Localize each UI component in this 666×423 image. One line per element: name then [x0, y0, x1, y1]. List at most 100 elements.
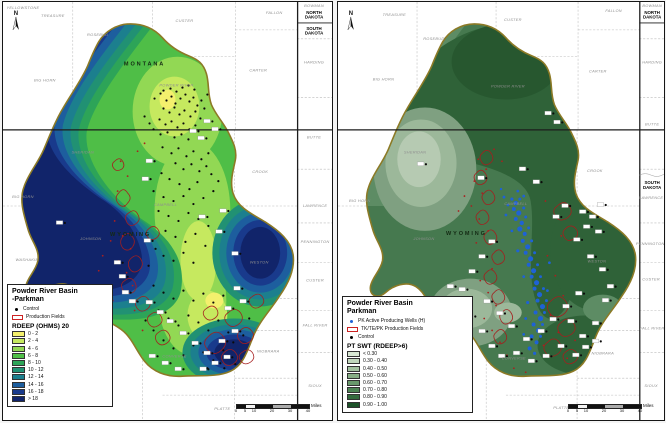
red-point [479, 279, 482, 282]
control-point [162, 254, 165, 257]
producing-well-point [516, 249, 520, 253]
county-label: FALL RIVER [303, 322, 328, 327]
north-arrow-compass: N [12, 11, 19, 30]
point-label-box [579, 209, 587, 214]
producing-well-point [524, 317, 528, 320]
control-point [491, 300, 494, 303]
legend-class-row: 0.50 - 0.60 [347, 372, 468, 379]
map-panel-rdeep: YELLOWSTONE TREASURE ROSEBUD CUSTER FALLON BO… [2, 1, 333, 421]
producing-well-point [526, 300, 530, 305]
county-label: BUTTE [645, 121, 659, 126]
producing-well-point [522, 194, 526, 198]
red-point [499, 341, 501, 344]
control-point [174, 162, 177, 165]
county-label: NIOBRARA [591, 350, 614, 355]
point-label-box [519, 166, 526, 171]
point-label-box [478, 254, 486, 259]
control-point [580, 238, 584, 241]
control-point [149, 178, 152, 181]
control-point [526, 168, 529, 171]
point-label-box [582, 344, 590, 349]
red-point [129, 247, 132, 250]
producing-well-point [510, 229, 514, 233]
red-point [560, 234, 563, 237]
legend-class-row: 12 - 14 [12, 374, 108, 381]
scalebar-unit-label: Miles [643, 403, 654, 408]
legend-color-swatch [347, 365, 360, 372]
control-point [136, 300, 139, 303]
control-point [182, 122, 185, 125]
red-point [566, 357, 569, 360]
control-point [239, 330, 242, 333]
control-point [177, 147, 180, 150]
legend-color-swatch [347, 351, 360, 358]
control-point [196, 181, 199, 184]
control-point [495, 345, 499, 348]
control-point [160, 172, 163, 175]
legend-color-swatch [347, 358, 360, 365]
county-label: CROOK [587, 168, 603, 173]
control-point [212, 301, 215, 304]
point-label-box [215, 229, 223, 234]
control-point [609, 299, 612, 302]
legend-scale-title: PT SWT (RDEEP>6) [347, 343, 408, 351]
producing-well-point [527, 226, 531, 230]
control-point [239, 252, 242, 255]
point-label-box [128, 299, 136, 304]
producing-well-point [520, 238, 525, 243]
legend-class-row: 0.80 - 0.90 [347, 394, 468, 401]
red-point [491, 329, 493, 332]
point-label-box [549, 317, 557, 322]
point-label-box [203, 118, 211, 124]
control-point [187, 314, 190, 317]
county-label: CUSTER [504, 17, 522, 22]
red-point [97, 269, 100, 272]
legend-class-label: 8 - 10 [28, 360, 41, 367]
point-label-box [557, 343, 565, 348]
county-label: BIG HORN [373, 77, 394, 82]
legend-item: PK Active Producing Wells (H) [347, 318, 468, 325]
control-point [151, 239, 154, 242]
control-point [167, 214, 170, 218]
county-label: SHERIDAN [404, 149, 426, 154]
scalebar-tick-label: 10 [251, 408, 257, 413]
county-label: POWDER RIVER [159, 83, 193, 88]
control-point [196, 104, 199, 107]
point-label-box [567, 319, 575, 324]
red-point [554, 274, 557, 277]
point-label-box [458, 287, 466, 292]
red-point [557, 331, 560, 334]
producing-well-point [522, 206, 526, 210]
control-point [219, 362, 222, 365]
point-label-box [179, 330, 187, 336]
point-label-box [544, 111, 552, 116]
county-label: CARTER [249, 68, 267, 73]
legend-class-row: 14 - 16 [12, 381, 108, 388]
control-point-symbol [350, 335, 353, 339]
red-point [501, 160, 503, 163]
control-point [157, 209, 160, 213]
control-point [147, 264, 150, 267]
county-label: BOWMAN [304, 3, 324, 8]
control-point [590, 225, 593, 229]
red-point [483, 317, 486, 320]
control-point [200, 158, 203, 161]
control-point [164, 123, 167, 126]
scalebar-unit-label: Miles [311, 403, 322, 408]
county-label: JOHNSON [412, 236, 434, 241]
control-point [560, 215, 563, 219]
point-label-box [239, 299, 247, 304]
control-point [574, 320, 578, 323]
point-label-box [583, 224, 591, 229]
control-point [232, 341, 235, 344]
county-label: HARDING [304, 60, 324, 65]
red-point [524, 371, 527, 374]
point-label-box [224, 306, 232, 311]
control-point [604, 203, 607, 207]
control-point [535, 360, 538, 363]
producing-well-point [522, 231, 527, 236]
control-point [520, 352, 523, 355]
legend-color-swatch [347, 387, 360, 394]
legend-item: Control [347, 334, 468, 341]
